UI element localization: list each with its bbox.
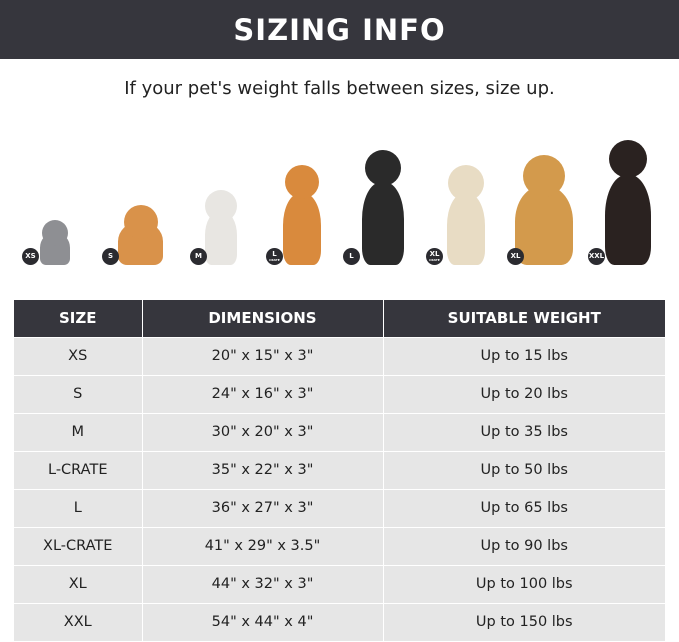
cell-dimensions: 35" x 22" x 3" [142, 450, 384, 489]
cell-weight: Up to 100 lbs [383, 564, 665, 603]
badge-label: L [349, 252, 354, 260]
table-row: XS 20" x 15" x 3" Up to 15 lbs [14, 336, 665, 375]
badge-label: L [272, 250, 277, 258]
badge-label: XL [429, 250, 440, 258]
size-badge: XS [22, 248, 39, 265]
cell-size: XL-CRATE [14, 526, 143, 565]
badge-sub: CRATE [429, 258, 440, 262]
badge-label: XL [510, 252, 521, 260]
table-row: L 36" x 27" x 3" Up to 65 lbs [14, 488, 665, 527]
cell-size: M [14, 412, 143, 451]
cell-weight: Up to 150 lbs [383, 602, 665, 641]
badge-label: S [107, 252, 114, 260]
header-weight: SUITABLE WEIGHT [383, 300, 665, 337]
size-badge: XXL [588, 248, 605, 265]
table-row: S 24" x 16" x 3" Up to 20 lbs [14, 374, 665, 413]
cat-image [40, 220, 70, 265]
badge-label: XXL [588, 252, 605, 260]
table-row: XXL 54" x 44" x 4" Up to 150 lbs [14, 602, 665, 641]
cell-dimensions: 44" x 32" x 3" [142, 564, 384, 603]
cell-size: L [14, 488, 143, 527]
size-badge: L CRATE [266, 248, 283, 265]
table-row: L-CRATE 35" x 22" x 3" Up to 50 lbs [14, 450, 665, 489]
cell-weight: Up to 35 lbs [383, 412, 665, 451]
table-row: XL 44" x 32" x 3" Up to 100 lbs [14, 564, 665, 603]
cell-dimensions: 20" x 15" x 3" [142, 336, 384, 375]
subtitle: If your pet's weight falls between sizes… [124, 78, 555, 99]
title: SIZING INFO [233, 12, 446, 47]
size-badge: XL [507, 248, 524, 265]
border-collie-image [362, 150, 404, 265]
badge-label: M [195, 252, 202, 260]
cell-size: XL [14, 564, 143, 603]
cell-size: S [14, 374, 143, 413]
cell-size: L-CRATE [14, 450, 143, 489]
table-row: M 30" x 20" x 3" Up to 35 lbs [14, 412, 665, 451]
cell-dimensions: 36" x 27" x 3" [142, 488, 384, 527]
cell-weight: Up to 65 lbs [383, 488, 665, 527]
doberman-image [605, 140, 651, 265]
title-banner: SIZING INFO [0, 0, 679, 59]
cell-weight: Up to 15 lbs [383, 336, 665, 375]
badge-sub: CRATE [269, 258, 280, 262]
sizing-table: SIZE DIMENSIONS SUITABLE WEIGHT XS 20" x … [14, 300, 665, 641]
size-badge: L [343, 248, 360, 265]
badge-label: XS [25, 252, 36, 260]
cell-dimensions: 54" x 44" x 4" [142, 602, 384, 641]
size-badge: S [102, 248, 119, 265]
cell-dimensions: 24" x 16" x 3" [142, 374, 384, 413]
header-dimensions: DIMENSIONS [142, 300, 384, 337]
french-bulldog-image [205, 190, 237, 265]
cell-size: XXL [14, 602, 143, 641]
golden-retriever-image [515, 155, 573, 265]
labrador-image [447, 165, 485, 265]
cell-size: XS [14, 336, 143, 375]
table-header-row: SIZE DIMENSIONS SUITABLE WEIGHT [14, 300, 665, 337]
cell-weight: Up to 20 lbs [383, 374, 665, 413]
cell-weight: Up to 90 lbs [383, 526, 665, 565]
cell-dimensions: 30" x 20" x 3" [142, 412, 384, 451]
header-size: SIZE [14, 300, 143, 337]
table-row: XL-CRATE 41" x 29" x 3.5" Up to 90 lbs [14, 526, 665, 565]
size-badge: XL CRATE [426, 248, 443, 265]
pomeranian-image [118, 205, 163, 265]
shiba-inu-image [283, 165, 321, 265]
cell-weight: Up to 50 lbs [383, 450, 665, 489]
cell-dimensions: 41" x 29" x 3.5" [142, 526, 384, 565]
size-badge: M [190, 248, 207, 265]
